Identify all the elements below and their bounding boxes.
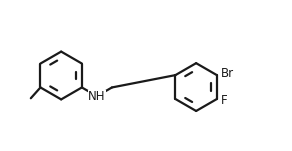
Text: NH: NH xyxy=(88,90,106,103)
Text: Br: Br xyxy=(221,67,234,80)
Text: F: F xyxy=(221,94,227,107)
